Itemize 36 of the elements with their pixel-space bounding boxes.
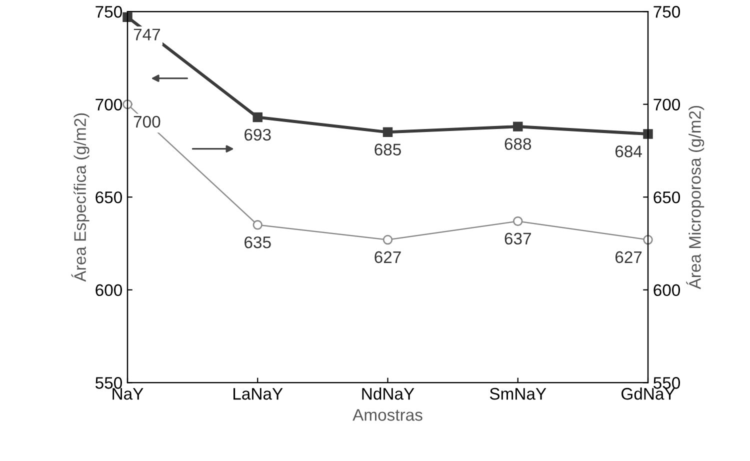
x-tick-label: NdNaY xyxy=(362,387,414,400)
point xyxy=(382,127,393,137)
data-label: 627 xyxy=(374,251,401,264)
y-tick-label: 650 xyxy=(96,191,122,204)
y-axis-title: Área Específica (g/m2) xyxy=(71,113,90,282)
x-axis-title: Amostras xyxy=(352,409,422,421)
y2-tick-label: 750 xyxy=(654,6,680,18)
y2-tick-label: 700 xyxy=(654,98,680,111)
y2-tick-label: 600 xyxy=(654,284,680,296)
point xyxy=(122,99,132,110)
y-tick-label: 600 xyxy=(96,284,122,296)
y-tick-label: 750 xyxy=(96,6,122,18)
point xyxy=(252,220,262,230)
y2-axis-title: Área Microporosa (g/m2) xyxy=(686,106,704,290)
x-tick-label: NaY xyxy=(112,388,144,400)
data-label: 700 xyxy=(134,116,160,128)
x-tick-label: LaNaY xyxy=(234,388,283,400)
data-label: 693 xyxy=(244,128,271,141)
data-label: 688 xyxy=(504,138,532,150)
point xyxy=(122,12,132,22)
point xyxy=(252,112,262,122)
y-tick-label: 700 xyxy=(96,98,122,111)
data-label: 627 xyxy=(615,251,642,264)
y2-tick-label: 650 xyxy=(654,191,680,204)
data-label: 635 xyxy=(244,236,271,248)
data-label: 685 xyxy=(374,144,401,156)
data-label: 637 xyxy=(504,232,531,245)
point xyxy=(643,129,653,139)
point xyxy=(513,216,523,226)
point xyxy=(382,234,393,245)
data-label: 684 xyxy=(615,146,642,158)
x-tick-label: SmNaY xyxy=(490,388,546,400)
y-tick-label: 550 xyxy=(96,377,122,389)
y2-tick-label: 550 xyxy=(654,377,680,389)
data-label: 747 xyxy=(134,28,160,40)
point xyxy=(513,122,523,132)
